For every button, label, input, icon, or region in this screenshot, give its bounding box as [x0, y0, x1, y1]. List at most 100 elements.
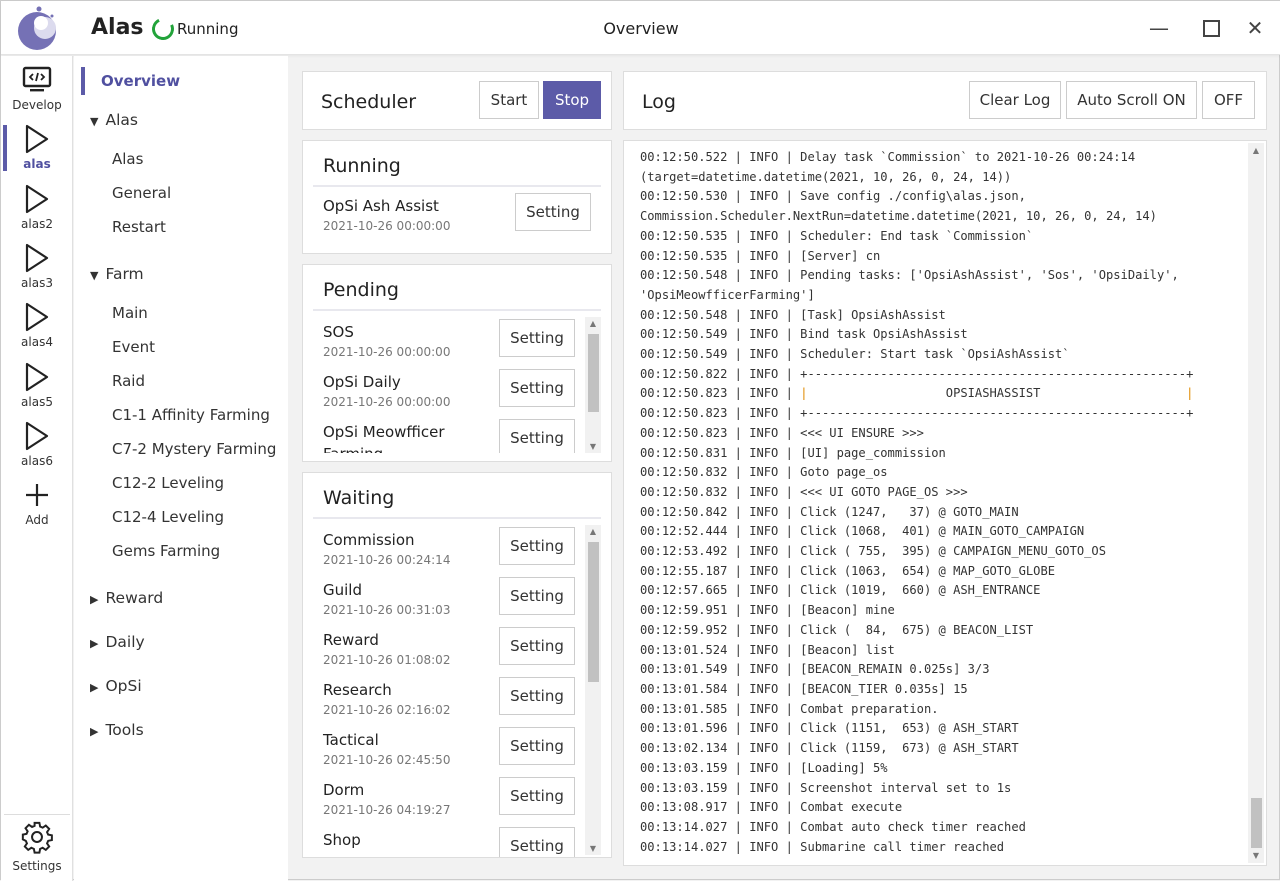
nav-group-opsi[interactable]: ▶ OpSi	[90, 677, 142, 695]
nav-group-daily[interactable]: ▶ Daily	[90, 633, 145, 651]
nav-menu: Overview ▼ Alas Alas General Restart ▼ Farm Main…	[74, 56, 288, 881]
nav-group-label: Daily	[105, 633, 145, 651]
task-name: Research	[323, 681, 392, 699]
log-line: (target=datetime.datetime(2021, 10, 26, …	[640, 169, 1012, 184]
task-row: Research 2021-10-26 02:16:02 Setting	[313, 675, 575, 725]
log-line: 00:13:08.917 | INFO | Combat execute	[640, 800, 903, 815]
log-line: 00:12:50.549 | INFO | Bind task OpsiAshA…	[640, 327, 968, 342]
task-setting-button[interactable]: Setting	[499, 577, 575, 615]
nav-group-label: Farm	[105, 265, 144, 283]
task-setting-button[interactable]: Setting	[499, 319, 575, 357]
log-line: 00:13:01.585 | INFO | Combat preparation…	[640, 701, 939, 716]
log-line: 00:12:50.823 | INFO | +-----------------…	[640, 406, 1194, 421]
settings-label: Settings	[12, 859, 62, 873]
nav-item[interactable]: C7-2 Mystery Farming	[112, 440, 277, 458]
task-time: 2021-10-26 02:16:02	[323, 703, 451, 719]
log-line: 00:12:53.492 | INFO | Click ( 755, 395) …	[640, 544, 1106, 559]
task-name: OpSi Ash Assist	[323, 197, 439, 215]
nav-item[interactable]: Main	[112, 304, 148, 322]
log-line: 00:12:50.548 | INFO | [Task] OpsiAshAssi…	[640, 307, 946, 322]
task-setting-button[interactable]: Setting	[499, 419, 575, 453]
instance-alas3[interactable]: alas3	[1, 240, 73, 298]
auto-scroll-off-button[interactable]: OFF	[1202, 81, 1255, 119]
task-setting-button[interactable]: Setting	[499, 369, 575, 407]
nav-group-reward[interactable]: ▶ Reward	[90, 589, 163, 607]
task-row: Dorm 2021-10-26 04:19:27 Setting	[313, 775, 575, 825]
task-setting-button[interactable]: Setting	[499, 777, 575, 815]
log-line: 00:12:50.535 | INFO | Scheduler: End tas…	[640, 228, 1034, 243]
gear-icon	[4, 815, 70, 859]
task-setting-button[interactable]: Setting	[515, 193, 591, 231]
task-setting-button[interactable]: Setting	[499, 627, 575, 665]
nav-item[interactable]: Event	[112, 338, 155, 356]
nav-group-farm[interactable]: ▼ Farm	[90, 265, 144, 283]
instance-label: alas5	[21, 394, 53, 409]
task-name: Guild	[323, 581, 362, 599]
stop-button[interactable]: Stop	[543, 81, 601, 119]
instance-alas6[interactable]: alas6	[1, 418, 73, 476]
task-row: SOS 2021-10-26 00:00:00 Setting	[313, 317, 575, 367]
instance-alas4[interactable]: alas4	[1, 299, 73, 357]
nav-item[interactable]: Alas	[112, 150, 144, 168]
auto-scroll-on-button[interactable]: Auto Scroll ON	[1066, 81, 1197, 119]
instance-alas2[interactable]: alas2	[1, 181, 73, 239]
log-output[interactable]: 00:12:50.522 | INFO | Delay task `Commis…	[624, 141, 1252, 864]
nav-group-label: Tools	[105, 721, 144, 739]
log-line: 00:12:50.831 | INFO | [UI] page_commissi…	[640, 445, 946, 460]
caret-right-icon: ▶	[90, 593, 99, 606]
nav-item[interactable]: Restart	[112, 218, 166, 236]
log-line: 00:12:55.187 | INFO | Click (1063, 654) …	[640, 563, 1056, 578]
nav-group-tools[interactable]: ▶ Tools	[90, 721, 144, 739]
nav-item[interactable]: C1-1 Affinity Farming	[112, 406, 270, 424]
alas-logo	[18, 6, 56, 50]
waiting-scrollbar[interactable]: ▲ ▼	[585, 525, 601, 855]
log-line: 00:12:50.832 | INFO | <<< UI GOTO PAGE_O…	[640, 484, 968, 499]
running-title: Running	[323, 155, 401, 177]
play-icon	[1, 240, 73, 276]
nav-item[interactable]: Gems Farming	[112, 542, 221, 560]
caret-down-icon: ▼	[90, 269, 99, 282]
nav-item[interactable]: Raid	[112, 372, 145, 390]
start-button[interactable]: Start	[479, 81, 539, 119]
nav-item[interactable]: C12-4 Leveling	[112, 508, 225, 526]
title-bar: Alas Running Overview — ✕	[1, 1, 1280, 55]
log-line: 00:12:50.842 | INFO | Click (1247, 37) @…	[640, 504, 1019, 519]
log-header-card: Log Clear Log Auto Scroll ON OFF	[623, 71, 1267, 130]
log-line: 00:13:03.159 | INFO | [Loading] 5%	[640, 760, 888, 775]
log-line: 00:12:50.823 | INFO | | OPSIASHASSIST |	[640, 386, 1194, 401]
task-setting-button[interactable]: Setting	[499, 527, 575, 565]
clear-log-button[interactable]: Clear Log	[969, 81, 1061, 119]
instance-label: alas4	[21, 335, 53, 350]
nav-item[interactable]: General	[112, 184, 172, 202]
play-icon	[1, 121, 73, 157]
running-card: Running OpSi Ash Assist 2021-10-26 00:00:…	[302, 140, 612, 254]
task-row: Reward 2021-10-26 01:08:02 Setting	[313, 625, 575, 675]
instance-label: alas6	[21, 453, 53, 468]
task-setting-button[interactable]: Setting	[499, 827, 575, 857]
nav-group-alas[interactable]: ▼ Alas	[90, 111, 138, 129]
instance-alas[interactable]: alas	[1, 121, 73, 179]
settings-button[interactable]: Settings	[4, 814, 70, 873]
task-name: Shop	[323, 831, 361, 849]
nav-overview[interactable]: Overview	[81, 67, 180, 95]
nav-item[interactable]: C12-2 Leveling	[112, 474, 225, 492]
task-row: Commission 2021-10-26 00:24:14 Setting	[313, 525, 575, 575]
instance-label: alas	[23, 157, 51, 172]
running-spinner-icon	[148, 14, 178, 44]
task-time: 2021-10-26 02:45:50	[323, 753, 451, 769]
pending-scrollbar[interactable]: ▲ ▼	[585, 317, 601, 453]
log-title: Log	[642, 91, 676, 113]
task-name: Commission	[323, 531, 415, 549]
task-setting-button[interactable]: Setting	[499, 727, 575, 765]
instance-add[interactable]: Add	[1, 477, 73, 535]
maximize-button[interactable]	[1198, 15, 1224, 41]
close-button[interactable]: ✕	[1246, 16, 1264, 40]
minimize-button[interactable]: —	[1149, 16, 1169, 40]
log-line: 'OpsiMeowfficerFarming']	[640, 287, 815, 302]
log-line: 00:13:01.524 | INFO | [Beacon] list	[640, 642, 895, 657]
instance-develop[interactable]: Develop	[1, 62, 73, 120]
instance-sidebar: Develop alas alas2 alas3 alas4 alas5 alas6 Add S…	[1, 56, 73, 881]
task-setting-button[interactable]: Setting	[499, 677, 575, 715]
log-scrollbar[interactable]: ▲ ▼	[1248, 143, 1264, 863]
instance-alas5[interactable]: alas5	[1, 359, 73, 417]
